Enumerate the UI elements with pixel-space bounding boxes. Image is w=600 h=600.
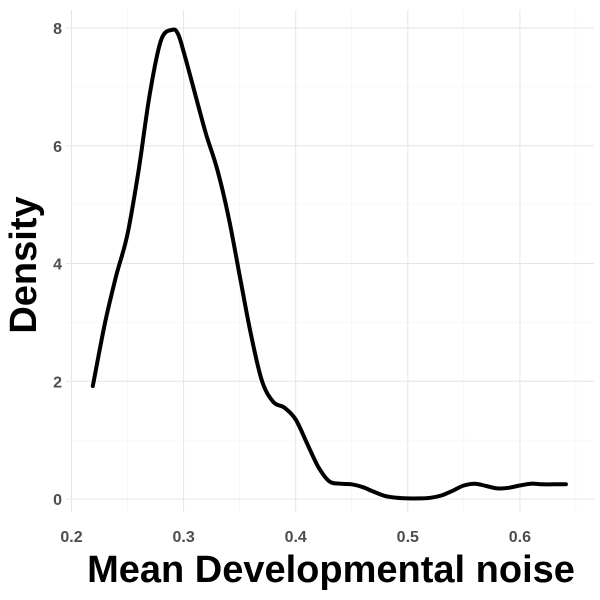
x-tick-label: 0.2 (60, 529, 82, 546)
y-tick-label: 6 (53, 139, 62, 156)
major-gridlines (66, 10, 594, 512)
x-tick-label: 0.3 (172, 529, 194, 546)
density-line (90, 27, 568, 501)
x-tick-labels: 0.2 0.3 0.4 0.5 0.6 (60, 529, 531, 546)
y-tick-label: 8 (53, 21, 62, 38)
y-tick-labels: 0 2 4 6 8 (53, 21, 62, 509)
x-tick-label: 0.6 (509, 529, 531, 546)
x-axis-title: Mean Developmental noise (87, 549, 575, 591)
x-tick-label: 0.4 (285, 529, 307, 546)
minor-gridlines (66, 10, 594, 512)
y-axis-title: Density (3, 196, 45, 333)
y-tick-label: 4 (53, 257, 62, 274)
y-tick-label: 2 (53, 374, 62, 391)
y-tick-label: 0 (53, 492, 62, 509)
x-tick-label: 0.5 (397, 529, 419, 546)
